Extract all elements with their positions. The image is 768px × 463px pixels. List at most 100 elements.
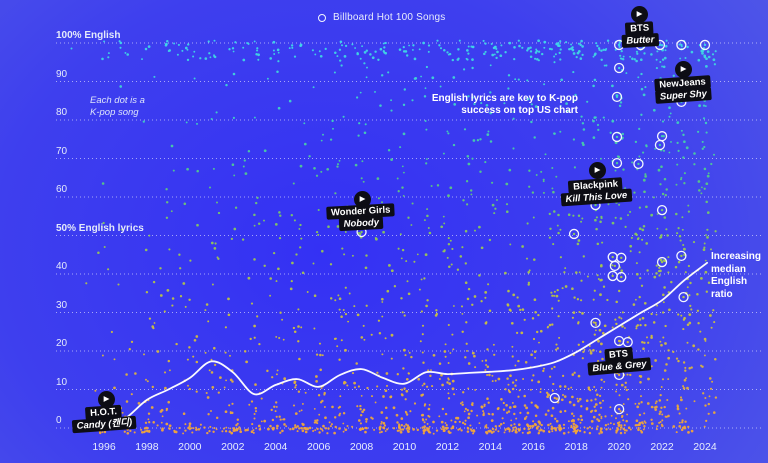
median-line [73, 261, 708, 431]
x-axis-tick: 2024 [693, 441, 717, 453]
x-axis-tick: 2004 [264, 441, 288, 453]
y-axis-label: 100% English [56, 30, 121, 41]
hot100-ring-center [615, 95, 619, 99]
hot100-ring-center [360, 230, 363, 234]
hot100-ring[interactable] [676, 39, 687, 51]
hot100-ring[interactable] [633, 158, 644, 170]
y-axis-label: 70 [56, 145, 68, 157]
y-axis-label: 30 [56, 299, 68, 311]
hot100-ring[interactable] [656, 204, 668, 216]
hot100-ring-center [703, 43, 707, 47]
hot100-ring[interactable] [613, 403, 625, 415]
x-axis-tick: 2002 [221, 441, 245, 453]
hot100-ring[interactable] [611, 157, 623, 169]
hot100-ring[interactable] [678, 291, 689, 303]
hot100-ring-center [680, 43, 683, 47]
hot100-ring-center [660, 260, 664, 264]
hot100-ring-center [594, 203, 597, 207]
hot100-ring-center [615, 135, 619, 139]
x-axis-tick: 1996 [92, 441, 116, 453]
hot100-ring-icon [318, 13, 326, 22]
hot100-ring-center [658, 143, 662, 147]
hot100-ring[interactable] [699, 39, 711, 51]
kpop-song-dots [70, 39, 718, 435]
hot100-ring-center [682, 295, 685, 299]
hot100-ring[interactable] [613, 62, 625, 74]
play-button-bts[interactable]: ▶ [630, 5, 648, 23]
hot100-ring-center [594, 321, 597, 325]
hot100-ring[interactable] [611, 131, 623, 143]
hot100-ring-center [620, 256, 623, 260]
hot100-ring[interactable] [676, 250, 687, 262]
hot100-ring[interactable] [590, 317, 601, 329]
hot100-ring-center [660, 208, 664, 212]
x-axis-tick: 2020 [607, 441, 631, 453]
hot100-ring-center [620, 275, 623, 279]
hot100-ring[interactable] [549, 392, 560, 404]
y-axis-label: 80 [56, 107, 68, 118]
median-trend-annotation: Increasing median English ratio [711, 251, 767, 301]
x-axis-tick: 2012 [435, 441, 460, 453]
annotation-line: English lyrics are key to K-pop [431, 93, 578, 104]
hot100-ring[interactable] [616, 252, 627, 263]
hot100-ring-center [572, 232, 576, 236]
hot100-ring-center [617, 407, 621, 411]
hot100-ring-center [611, 274, 614, 278]
hot100-ring-center [658, 43, 662, 47]
hot100-ring[interactable] [611, 91, 623, 103]
legend: Billboard Hot 100 Songs [318, 12, 445, 23]
hot100-ring[interactable] [609, 260, 620, 272]
hot100-ring-center [626, 340, 629, 344]
x-axis-tick: 2022 [650, 441, 674, 453]
annotation-line: median [711, 263, 747, 275]
hot100-ring-center [617, 339, 621, 343]
x-axis-tick: 2000 [178, 441, 202, 453]
hot100-ring[interactable] [622, 336, 633, 348]
song-label-bts[interactable]: BTS Butter [621, 21, 660, 48]
play-icon: ▶ [103, 394, 110, 404]
play-icon: ▶ [636, 9, 643, 19]
play-button-newjeans[interactable]: ▶ [674, 60, 692, 78]
x-axis-tick: 2010 [392, 441, 417, 453]
song-label-wonder-girls[interactable]: Wonder Girls Nobody [326, 203, 396, 232]
y-axis-label: 0 [56, 415, 62, 426]
song-title: Butter [621, 33, 660, 48]
play-button-blackpink[interactable]: ▶ [588, 161, 606, 179]
hot100-ring-center [553, 396, 556, 400]
x-axis-tick: 2016 [521, 441, 545, 453]
play-icon: ▶ [594, 165, 601, 175]
hot100-ring-center [660, 134, 664, 138]
gridlines [56, 42, 762, 429]
hot100-ring-center [615, 161, 619, 165]
hot100-ring[interactable] [654, 139, 666, 151]
x-axis-tick: 2008 [349, 441, 374, 453]
play-icon: ▶ [359, 194, 366, 204]
song-label-h-o-t-[interactable]: H.O.T. Candy (캔디) [71, 404, 138, 434]
annotation-line: Each dot is a [90, 95, 145, 106]
play-button-h-o-t-[interactable]: ▶ [97, 390, 115, 408]
play-button-wonder-girls[interactable]: ▶ [353, 190, 371, 208]
y-axis-label: 40 [56, 261, 68, 272]
annotation-line: English ratio [711, 276, 748, 300]
hot100-ring[interactable] [656, 256, 668, 268]
hot100-ring-center [617, 373, 621, 377]
play-icon: ▶ [680, 64, 687, 74]
y-axis-label: 10 [56, 376, 68, 388]
song-label-blackpink[interactable]: Blackpink Kill This Love [560, 177, 633, 207]
hot100-ring[interactable] [568, 228, 580, 240]
hot100-ring-center [617, 43, 621, 47]
x-axis-tick: 2018 [564, 441, 588, 453]
hot100-ring-center [617, 66, 621, 70]
hot100-ring-center [611, 255, 614, 259]
x-axis-tick: 2006 [306, 441, 331, 453]
y-axis-label: 20 [56, 338, 68, 349]
key-insight-annotation: English lyrics are key to K-pop success … [400, 93, 578, 116]
y-axis-label: 60 [56, 184, 68, 195]
annotation-line: Increasing [711, 251, 762, 262]
each-dot-annotation: Each dot is a K-pop song [90, 95, 145, 118]
hot100-ring-center [680, 254, 683, 258]
song-label-newjeans[interactable]: NewJeans Super Shy [654, 75, 712, 104]
hot100-ring[interactable] [616, 271, 627, 283]
x-axis-tick: 2014 [478, 441, 503, 453]
